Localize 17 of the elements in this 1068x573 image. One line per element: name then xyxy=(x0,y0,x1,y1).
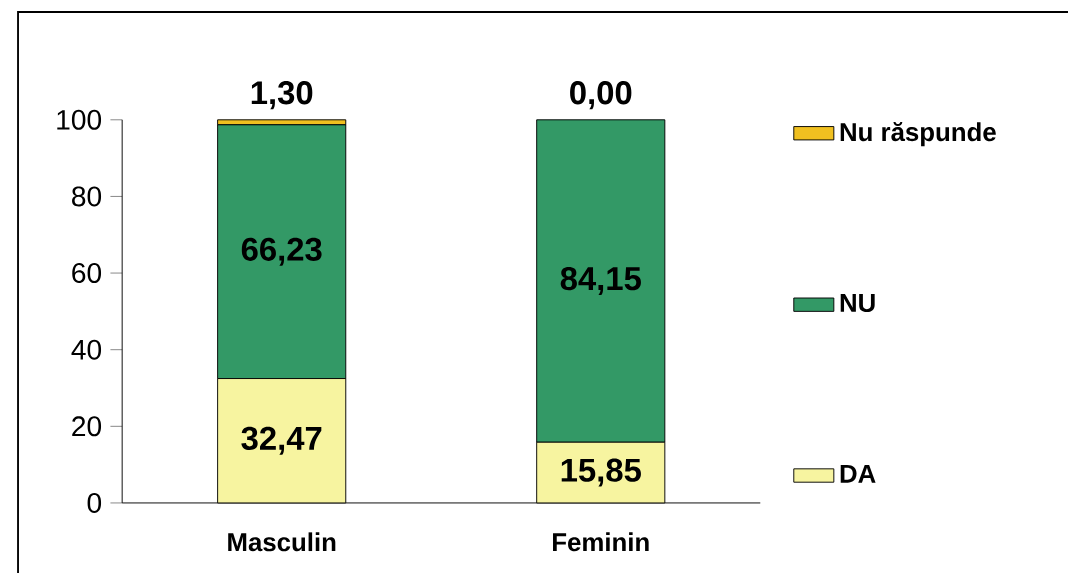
data-label: 84,15 xyxy=(560,266,641,295)
data-label: 32,47 xyxy=(241,426,322,455)
data-label: 66,23 xyxy=(241,237,322,266)
x-tick-label: Masculin xyxy=(228,532,336,552)
y-tick-label: 40 xyxy=(71,339,102,360)
data-label: 0,00 xyxy=(570,81,632,110)
legend-label: DA xyxy=(840,464,876,483)
y-tick-label: 20 xyxy=(72,416,102,437)
x-tick-label: Feminin xyxy=(553,532,649,552)
y-tick-label: 100 xyxy=(57,109,102,130)
legend-label: NU xyxy=(840,294,875,313)
data-label: 1,30 xyxy=(251,81,313,110)
y-tick-label: 80 xyxy=(72,186,102,207)
y-tick-label: 60 xyxy=(72,263,102,283)
data-label: 15,85 xyxy=(561,458,641,487)
legend-label: Nu răspunde xyxy=(840,122,996,147)
y-tick-label: 0 xyxy=(87,492,102,513)
